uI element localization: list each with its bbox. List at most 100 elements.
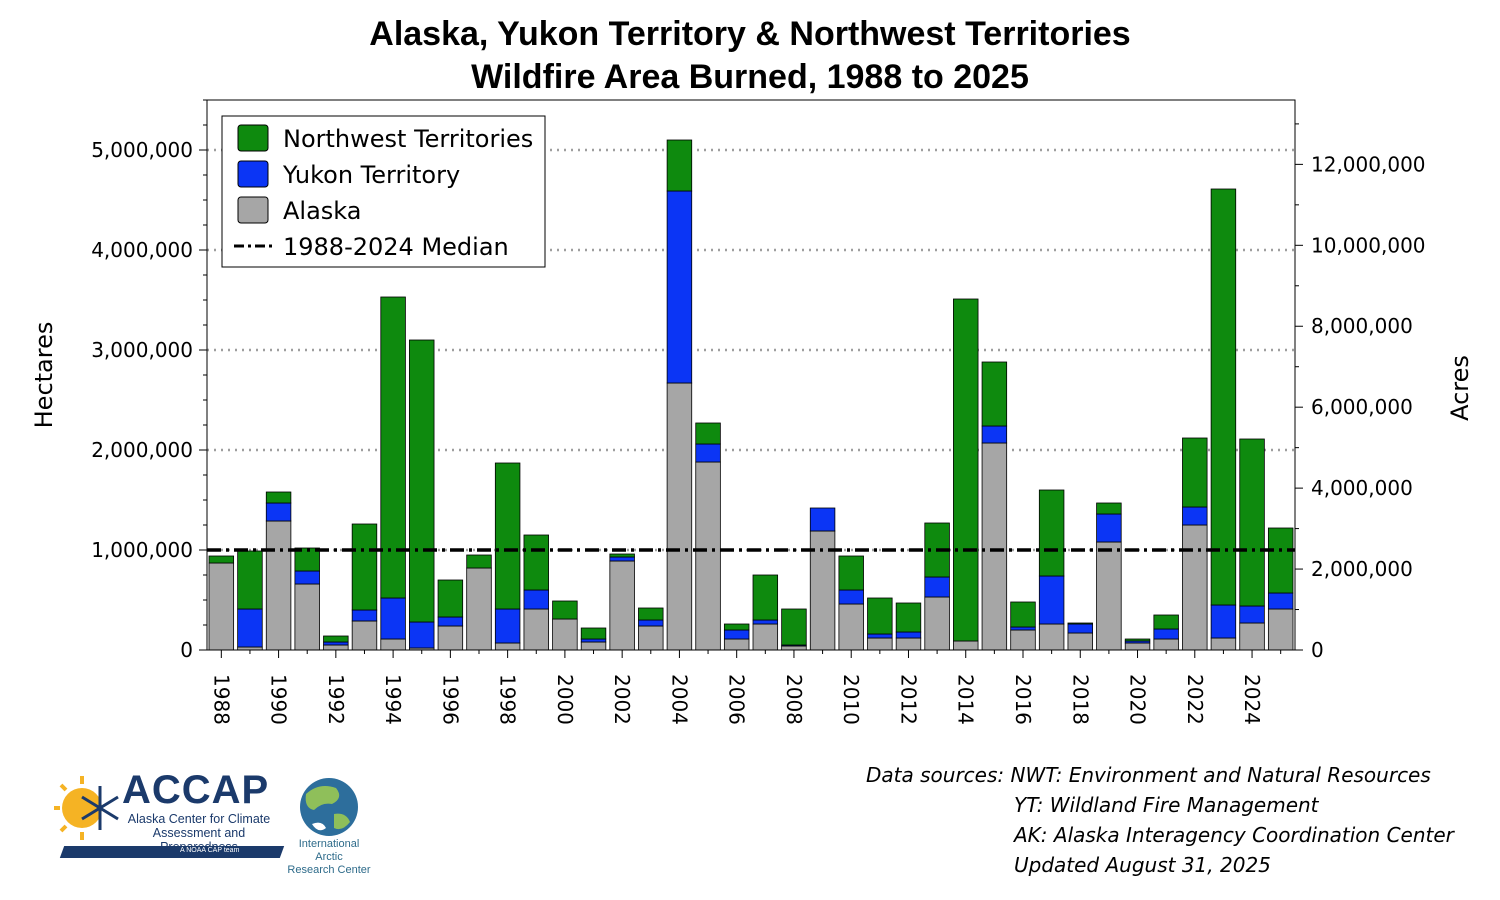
y-right-tick-label: 8,000,000 bbox=[1311, 314, 1413, 338]
bar-alaska-2012 bbox=[895, 637, 922, 651]
bar-alaska-1991 bbox=[294, 583, 320, 651]
x-tick-label: 2020 bbox=[1126, 674, 1150, 725]
bar-yukon-territory-1989 bbox=[237, 608, 263, 648]
bar-yukon-territory-2005 bbox=[695, 443, 721, 463]
y-left-tick-label: 3,000,000 bbox=[91, 338, 193, 362]
bar-northwest-territories-1990 bbox=[265, 491, 292, 504]
bar-northwest-territories-2022 bbox=[1182, 437, 1208, 508]
bar-yukon-territory-2007 bbox=[752, 619, 779, 625]
bar-alaska-1990 bbox=[265, 520, 292, 651]
y-right-tick-label: 6,000,000 bbox=[1311, 395, 1413, 419]
bar-alaska-2018 bbox=[1067, 632, 1093, 651]
bar-alaska-1996 bbox=[437, 625, 464, 651]
data-updated-line: Updated August 31, 2025 bbox=[1014, 853, 1271, 877]
bar-yukon-territory-2025 bbox=[1267, 592, 1294, 610]
bar-alaska-2017 bbox=[1038, 623, 1065, 651]
data-source-line-3: AK: Alaska Interagency Coordination Cent… bbox=[1014, 823, 1454, 847]
x-tick-label: 2012 bbox=[896, 674, 920, 725]
legend-label-alaska: Alaska bbox=[283, 197, 361, 225]
bar-northwest-territories-1989 bbox=[237, 550, 263, 610]
bar-northwest-territories-2012 bbox=[895, 602, 922, 633]
x-tick-label: 2000 bbox=[553, 674, 577, 725]
y-left-tick-label: 1,000,000 bbox=[91, 538, 193, 562]
bar-yukon-territory-2009 bbox=[809, 507, 836, 532]
y-left-tick-label: 2,000,000 bbox=[91, 438, 193, 462]
x-tick-label: 2008 bbox=[782, 674, 806, 725]
bar-yukon-territory-2021 bbox=[1153, 628, 1179, 640]
bar-alaska-1998 bbox=[494, 642, 521, 651]
bar-alaska-2002 bbox=[609, 560, 635, 651]
x-tick-label: 2002 bbox=[610, 674, 634, 725]
y-axis-right-ticks: 0 2,000,000 4,000,000 6,000,000 8,000,000 10,… bbox=[1295, 123, 1426, 662]
iarc-name-line-1: International Arctic bbox=[298, 838, 360, 863]
accap-subtitle-line-1: Alaska Center for Climate bbox=[127, 812, 271, 826]
legend-label-yukon-territory: Yukon Territory bbox=[282, 161, 460, 189]
bar-northwest-territories-1996 bbox=[437, 579, 464, 618]
bar-alaska-2008 bbox=[781, 645, 807, 651]
bar-yukon-territory-1999 bbox=[523, 589, 549, 610]
globe-icon bbox=[300, 778, 358, 836]
x-tick-label: 2004 bbox=[667, 674, 691, 725]
bar-alaska-2000 bbox=[552, 618, 578, 651]
y-right-tick-label: 10,000,000 bbox=[1311, 233, 1426, 257]
bar-northwest-territories-1988 bbox=[208, 555, 235, 564]
bar-northwest-territories-1999 bbox=[523, 534, 549, 591]
y-axis-left-ticks: 0 1,000,000 2,000,000 3,000,000 4,000,000 5,0… bbox=[91, 99, 207, 662]
legend-label-median: 1988-2024 Median bbox=[283, 233, 509, 261]
bar-yukon-territory-2011 bbox=[867, 633, 893, 639]
bar-alaska-1992 bbox=[323, 644, 349, 651]
bar-yukon-territory-2010 bbox=[838, 589, 864, 605]
bar-alaska-2003 bbox=[638, 625, 664, 651]
x-tick-label: 1990 bbox=[267, 674, 291, 725]
bar-northwest-territories-1997 bbox=[466, 554, 492, 569]
bar-northwest-territories-2023 bbox=[1210, 188, 1237, 606]
bar-yukon-territory-2017 bbox=[1038, 575, 1065, 625]
bar-northwest-territories-2002 bbox=[609, 553, 635, 558]
x-tick-label: 1988 bbox=[209, 674, 233, 725]
bar-yukon-territory-1996 bbox=[437, 616, 464, 627]
legend-label-northwest-territories: Northwest Territories bbox=[283, 125, 533, 153]
bar-northwest-territories-2021 bbox=[1153, 614, 1179, 630]
bar-alaska-2015 bbox=[981, 442, 1008, 651]
bar-alaska-2001 bbox=[580, 641, 607, 651]
legend-swatch-yukon-territory bbox=[237, 160, 269, 188]
x-tick-label: 1996 bbox=[438, 674, 462, 725]
bar-yukon-territory-1994 bbox=[380, 597, 406, 640]
wildfire-chart: Alaska, Yukon Territory & Northwest Terr… bbox=[30, 15, 1474, 725]
bar-yukon-territory-2024 bbox=[1239, 605, 1265, 624]
bar-northwest-territories-2024 bbox=[1239, 438, 1265, 607]
legend-swatch-northwest-territories bbox=[237, 124, 269, 152]
bar-alaska-2014 bbox=[953, 640, 979, 651]
data-source-line-1: Data sources: NWT: Environment and Natur… bbox=[866, 763, 1431, 787]
bar-northwest-territories-2007 bbox=[752, 574, 779, 621]
x-tick-label: 2006 bbox=[725, 674, 749, 725]
bar-alaska-2019 bbox=[1096, 541, 1122, 651]
accap-bar bbox=[59, 846, 285, 858]
bar-yukon-territory-1995 bbox=[409, 621, 435, 649]
x-tick-label: 1992 bbox=[324, 674, 348, 725]
bar-northwest-territories-2000 bbox=[552, 600, 578, 620]
bar-northwest-territories-2018 bbox=[1067, 622, 1093, 625]
bar-yukon-territory-1991 bbox=[294, 570, 320, 585]
x-tick-label: 2018 bbox=[1068, 674, 1092, 725]
bars bbox=[208, 139, 1294, 651]
bar-alaska-2013 bbox=[924, 596, 950, 651]
x-tick-label: 1994 bbox=[381, 674, 405, 725]
bar-northwest-territories-2017 bbox=[1038, 489, 1065, 577]
bar-alaska-2023 bbox=[1210, 637, 1237, 651]
y-left-tick-label: 5,000,000 bbox=[91, 138, 193, 162]
bar-alaska-2025 bbox=[1267, 608, 1294, 651]
legend: Northwest Territories Yukon Territory Al… bbox=[221, 115, 546, 268]
y-right-tick-label: 2,000,000 bbox=[1311, 557, 1413, 581]
bar-northwest-territories-1998 bbox=[494, 462, 521, 610]
bar-northwest-territories-2011 bbox=[867, 597, 893, 635]
bar-yukon-territory-2012 bbox=[895, 631, 922, 639]
chart-title-line-2: Wildfire Area Burned, 1988 to 2025 bbox=[471, 58, 1029, 96]
bar-alaska-1994 bbox=[380, 638, 406, 651]
bar-alaska-2011 bbox=[867, 637, 893, 651]
x-tick-label: 2010 bbox=[839, 674, 863, 725]
bar-yukon-territory-2018 bbox=[1067, 623, 1093, 634]
bar-alaska-1988 bbox=[208, 562, 235, 651]
bar-northwest-territories-2010 bbox=[838, 555, 864, 591]
bar-yukon-territory-2006 bbox=[723, 629, 750, 640]
